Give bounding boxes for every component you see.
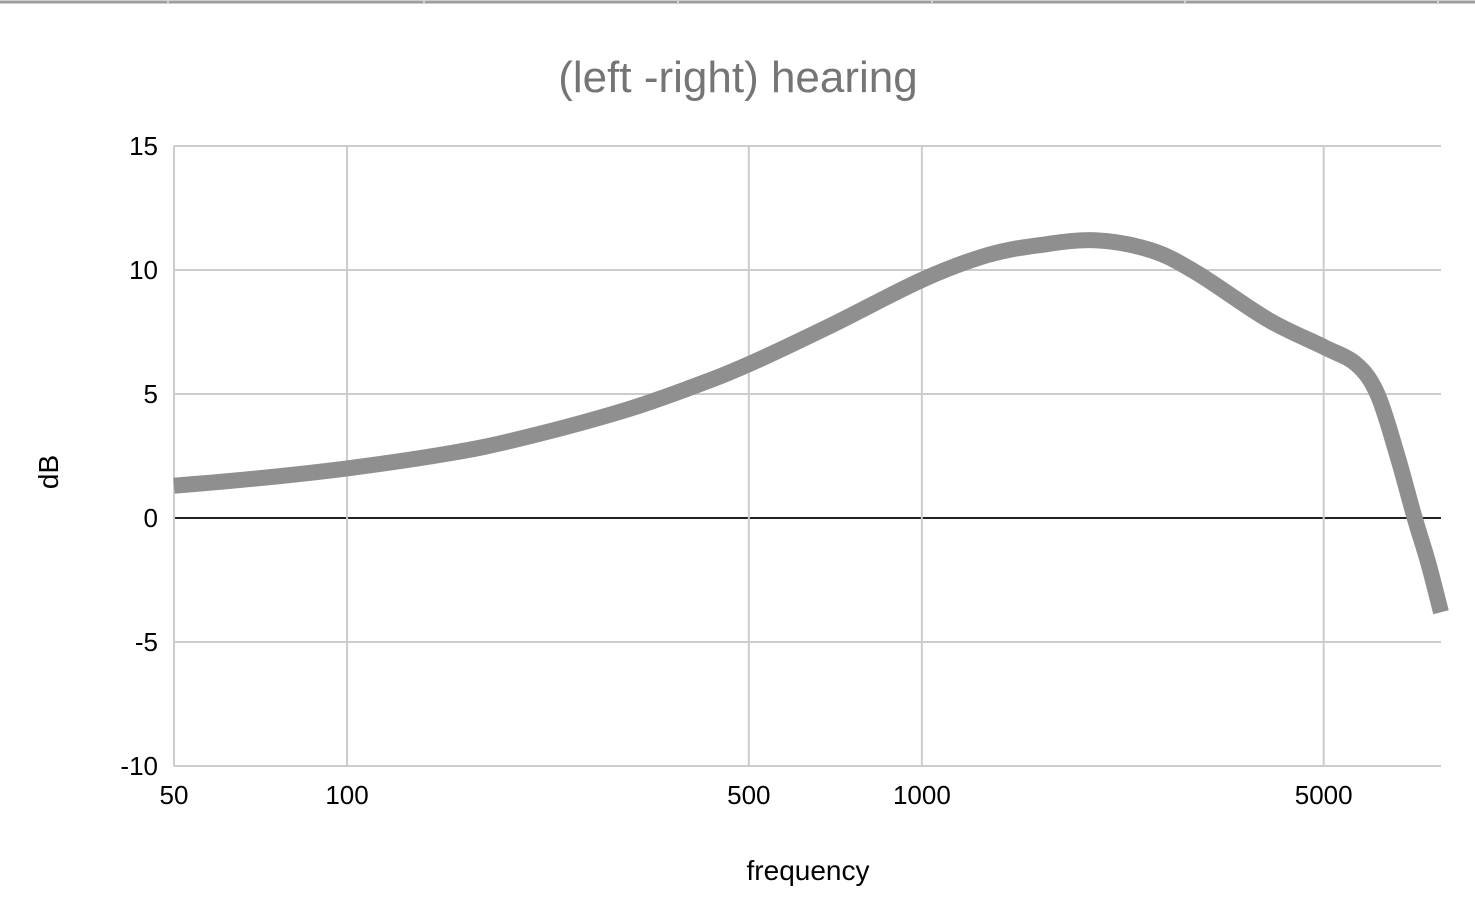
gridlines (173, 145, 1441, 767)
top-strip (0, 0, 1475, 4)
y-tick-label: 0 (144, 503, 158, 533)
x-tick-label: 50 (160, 780, 189, 810)
x-tick-label: 500 (727, 780, 770, 810)
x-tick-label: 100 (325, 780, 368, 810)
series-line (173, 232, 1449, 615)
y-tick-label: -5 (135, 627, 158, 657)
y-tick-label: 10 (129, 255, 158, 285)
y-tick-label: -10 (120, 751, 158, 781)
y-tick-label: 15 (129, 131, 158, 161)
x-tick-label: 1000 (893, 780, 951, 810)
y-axis-ticks: 15 10 5 0 -5 -10 (120, 131, 158, 781)
y-axis-label: dB (33, 455, 64, 489)
series-group (173, 232, 1449, 615)
chart-title: (left -right) hearing (558, 53, 917, 102)
x-tick-label: 5000 (1295, 780, 1353, 810)
x-axis-label: frequency (747, 855, 870, 886)
y-tick-label: 5 (144, 379, 158, 409)
x-axis-ticks: 50 100 500 1000 5000 (160, 780, 1353, 810)
